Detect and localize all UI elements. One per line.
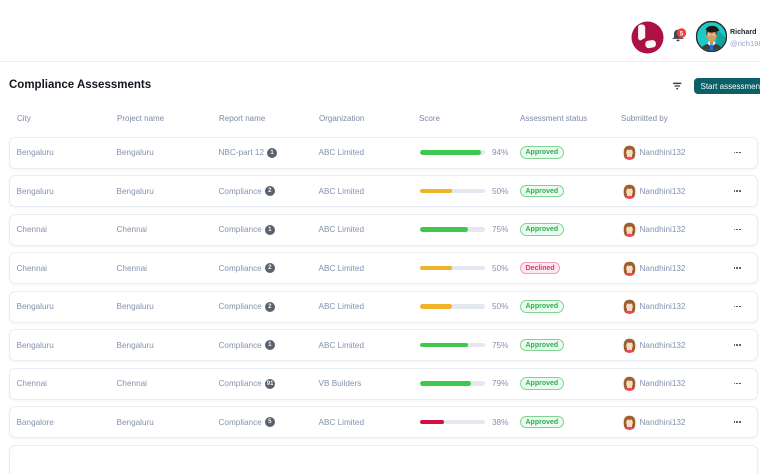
svg-text:5: 5 (680, 30, 684, 37)
